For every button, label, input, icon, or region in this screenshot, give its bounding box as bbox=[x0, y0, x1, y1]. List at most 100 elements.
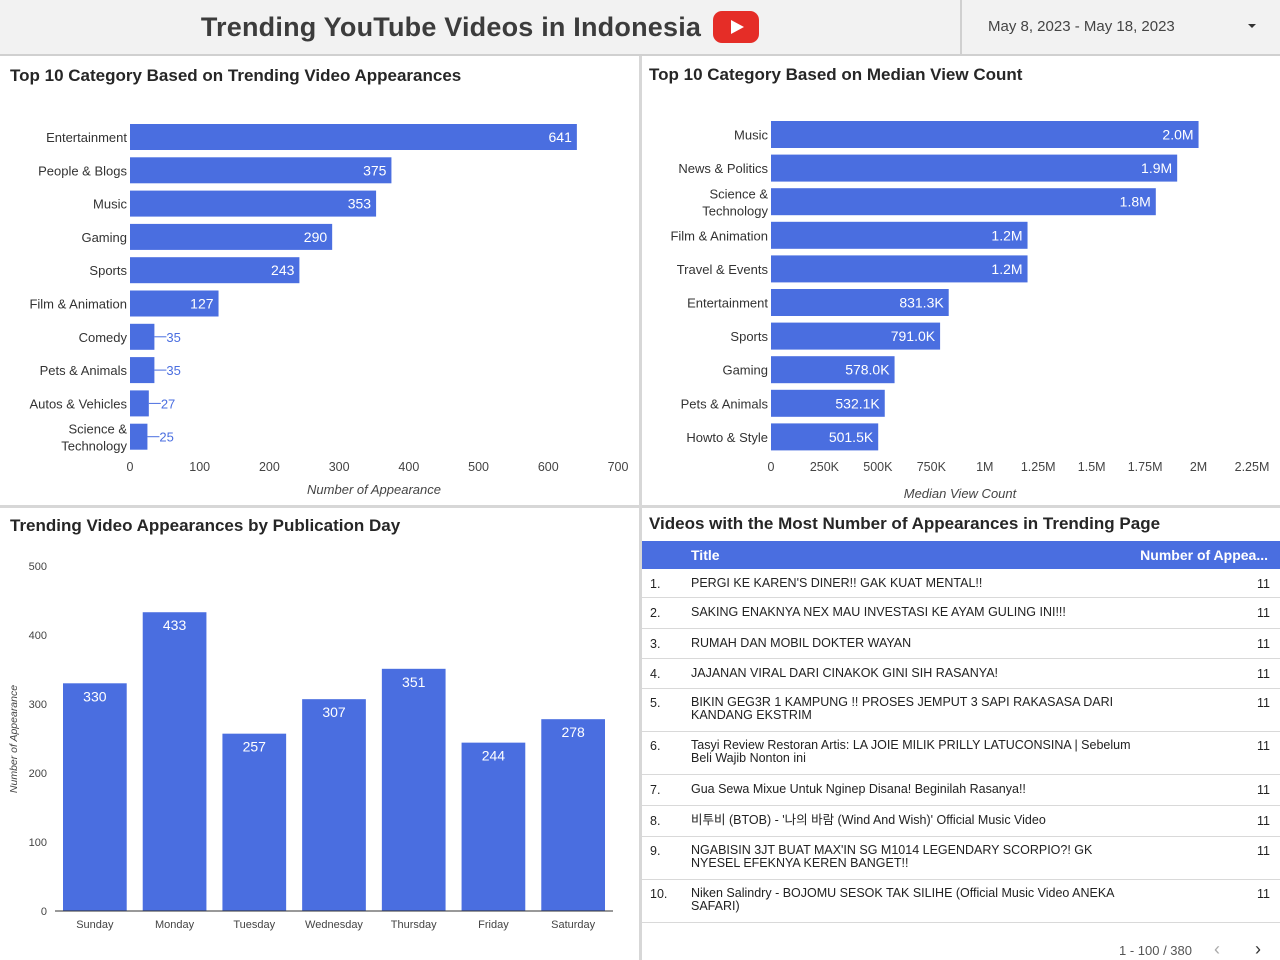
y-tick-label: 200 bbox=[29, 768, 47, 780]
x-category-label: Monday bbox=[155, 919, 195, 931]
bar[interactable] bbox=[541, 719, 605, 911]
bar[interactable] bbox=[222, 733, 287, 911]
caret-down-icon[interactable] bbox=[1248, 24, 1256, 28]
bar[interactable] bbox=[771, 389, 885, 417]
bar[interactable] bbox=[130, 390, 149, 417]
row-title: NGABISIN 3JT BUAT MAX'IN SG M1014 LEGEND… bbox=[691, 843, 1093, 870]
bar-value-label: 641 bbox=[549, 129, 573, 145]
x-tick-label: 500 bbox=[468, 460, 489, 474]
x-category-label: Wednesday bbox=[305, 919, 363, 931]
table-row[interactable]: 4. JAJANAN VIRAL DARI CINAKOK GINI SIH RA… bbox=[642, 659, 1280, 689]
row-number: 3. bbox=[650, 637, 661, 651]
x-tick-label: 500K bbox=[863, 460, 893, 474]
youtube-logo-icon bbox=[713, 11, 760, 43]
bar[interactable] bbox=[130, 357, 155, 384]
dashboard-header: Trending YouTube Videos in Indonesia May… bbox=[0, 0, 1280, 56]
x-tick-label: 1.5M bbox=[1078, 460, 1106, 474]
table-row[interactable]: 6. Tasyi Review Restoran Artis: LA JOIE M… bbox=[642, 732, 1280, 775]
table-row[interactable]: 10. Niken Salindry - BOJOMU SESOK TAK SIL… bbox=[642, 880, 1280, 923]
category-label: Pets & Animals bbox=[681, 396, 769, 411]
bar-value-label: 127 bbox=[190, 296, 214, 312]
bar[interactable] bbox=[771, 255, 1028, 283]
bar-value-label: 1.2M bbox=[991, 261, 1022, 277]
category-label: Sports bbox=[730, 329, 768, 344]
date-range-picker[interactable]: May 8, 2023 - May 18, 2023 bbox=[960, 0, 1280, 54]
x-tick-label: 200 bbox=[259, 460, 280, 474]
x-tick-label: 1M bbox=[976, 460, 993, 474]
x-tick-label: 0 bbox=[127, 460, 134, 474]
bar[interactable] bbox=[771, 356, 895, 384]
bar[interactable] bbox=[771, 221, 1028, 249]
category-label: News & Politics bbox=[678, 161, 768, 176]
chevron-left-icon[interactable]: ‹ bbox=[1214, 939, 1220, 959]
bar[interactable] bbox=[302, 699, 366, 911]
table-row[interactable]: 1. PERGI KE KAREN'S DINER!! GAK KUAT MENT… bbox=[642, 569, 1280, 598]
category-label: Pets & Animals bbox=[40, 363, 128, 378]
column-header-count[interactable]: Number of Appea... bbox=[1140, 547, 1268, 563]
x-tick-label: 1.25M bbox=[1021, 460, 1056, 474]
bar[interactable] bbox=[63, 683, 127, 911]
pagination-info: 1 - 100 / 380 bbox=[1119, 943, 1192, 958]
bar-value-label: 433 bbox=[163, 617, 187, 633]
horizontal-divider bbox=[0, 505, 1280, 508]
bar[interactable] bbox=[771, 154, 1178, 182]
table-row[interactable]: 3. RUMAH DAN MOBIL DOKTER WAYAN 11 bbox=[642, 629, 1280, 659]
x-tick-label: 1.75M bbox=[1128, 460, 1163, 474]
x-tick-label: 600 bbox=[538, 460, 559, 474]
column-header-title[interactable]: Title bbox=[691, 547, 720, 563]
bar-value-label: 27 bbox=[161, 396, 175, 411]
x-category-label: Friday bbox=[478, 919, 509, 931]
bar[interactable] bbox=[771, 423, 879, 451]
bar[interactable] bbox=[130, 190, 377, 217]
row-title: RUMAH DAN MOBIL DOKTER WAYAN bbox=[691, 636, 912, 650]
bar[interactable] bbox=[130, 323, 155, 350]
table-row[interactable]: 9. NGABISIN 3JT BUAT MAX'IN SG M1014 LEGE… bbox=[642, 837, 1280, 880]
x-category-label: Sunday bbox=[76, 919, 114, 931]
bar-value-label: 278 bbox=[561, 724, 585, 740]
bar[interactable] bbox=[771, 188, 1156, 216]
bar[interactable] bbox=[130, 157, 392, 184]
row-number: 6. bbox=[650, 739, 661, 753]
bar-value-label: 330 bbox=[83, 688, 107, 704]
category-label: Science & Technology bbox=[702, 187, 768, 219]
category-label: Film & Animation bbox=[29, 297, 127, 312]
chevron-right-icon[interactable]: › bbox=[1255, 939, 1261, 959]
row-number: 1. bbox=[650, 577, 661, 591]
bar[interactable] bbox=[771, 121, 1199, 148]
bar[interactable] bbox=[130, 290, 219, 317]
median-chart-title: Top 10 Category Based on Median View Cou… bbox=[649, 65, 1023, 84]
bar-value-label: 257 bbox=[243, 739, 267, 755]
y-tick-label: 300 bbox=[29, 699, 47, 711]
table-row[interactable]: 7. Gua Sewa Mixue Untuk Nginep Disana! Be… bbox=[642, 775, 1280, 806]
row-count: 11 bbox=[1257, 577, 1270, 591]
category-label: Entertainment bbox=[687, 296, 768, 311]
bar-value-label: 351 bbox=[402, 674, 426, 690]
category-label: Comedy bbox=[79, 330, 128, 345]
y-tick-label: 500 bbox=[29, 561, 47, 573]
x-tick-label: 0 bbox=[768, 460, 775, 474]
bar[interactable] bbox=[130, 223, 333, 250]
vertical-divider bbox=[639, 56, 642, 960]
bar[interactable] bbox=[771, 322, 941, 350]
videos-table-title: Videos with the Most Number of Appearanc… bbox=[649, 514, 1161, 533]
bar[interactable] bbox=[381, 668, 446, 911]
category-label: Gaming bbox=[722, 363, 768, 378]
row-count: 11 bbox=[1257, 739, 1270, 753]
bar-value-label: 375 bbox=[363, 162, 387, 178]
bar[interactable] bbox=[461, 742, 526, 911]
bar[interactable] bbox=[130, 423, 148, 450]
table-row[interactable]: 2. SAKING ENAKNYA NEX MAU INVESTASI KE AY… bbox=[642, 598, 1280, 629]
x-category-label: Thursday bbox=[391, 919, 437, 931]
bar[interactable] bbox=[130, 124, 577, 150]
median-views-bar-chart: Music 2.0M News & Politics 1.9M Science & Tec… bbox=[670, 121, 1269, 501]
table-row[interactable]: 5. BIKIN GEG3R 1 KAMPUNG !! PROSES JEMPUT… bbox=[642, 689, 1280, 732]
category-label: Gaming bbox=[81, 230, 127, 245]
bar-value-label: 1.2M bbox=[991, 227, 1022, 243]
dashboard-title: Trending YouTube Videos in Indonesia bbox=[0, 0, 960, 54]
bar[interactable] bbox=[142, 612, 207, 911]
bar[interactable] bbox=[130, 257, 300, 284]
table-row[interactable]: 8. 비투비 (BTOB) - '나의 바람 (Wind And Wish)' O… bbox=[642, 806, 1280, 837]
row-count: 11 bbox=[1257, 844, 1270, 858]
bar[interactable] bbox=[771, 289, 949, 316]
row-number: 2. bbox=[650, 606, 661, 620]
